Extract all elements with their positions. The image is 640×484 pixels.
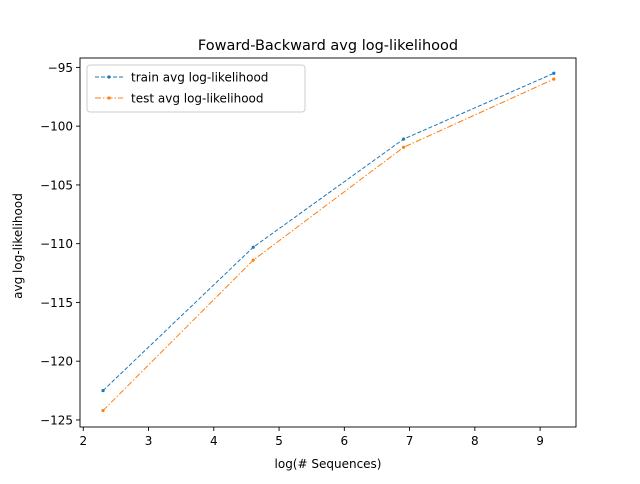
- x-axis-label: log(# Sequences): [275, 457, 382, 471]
- axes: 2 3 4 5 6 7 8 9 −125 −120 −115 −110 −105 −100 −95: [40, 57, 577, 448]
- data-point-series-2: [251, 258, 255, 262]
- x-tick-label: 8: [471, 434, 479, 448]
- data-point-series-1: [401, 137, 406, 141]
- x-tick-label: 6: [340, 434, 348, 448]
- data-point-series-1: [552, 71, 556, 75]
- data-point-series-1: [101, 388, 105, 393]
- legend-box: [86, 64, 306, 113]
- x-tick-label: 3: [145, 434, 153, 448]
- x-tick-label: 4: [210, 434, 218, 448]
- chart-title: Foward-Backward avg log-likelihood: [198, 38, 458, 54]
- legend-entry-label: test avg log-likelihood: [131, 92, 264, 106]
- y-tick-label: −125: [40, 413, 73, 427]
- plot-area: [101, 71, 556, 413]
- y-tick-label: −115: [40, 296, 73, 310]
- y-tick-label: −105: [40, 178, 73, 192]
- y-tick-label: −110: [40, 237, 73, 251]
- x-tick-label: 5: [275, 434, 283, 448]
- data-point-series-2: [101, 408, 105, 413]
- series-line-1: [102, 72, 555, 391]
- y-tick-label: −100: [40, 120, 73, 134]
- series-line-2: [102, 78, 555, 411]
- legend-swatch-marker: [107, 75, 111, 79]
- x-tick-label: 9: [536, 434, 544, 448]
- x-tick-label: 2: [79, 434, 87, 448]
- y-tick-label: −120: [40, 355, 73, 369]
- y-axis-label: avg log-likelihood: [11, 193, 25, 299]
- y-tick-label: −95: [48, 61, 73, 75]
- x-tick-label: 7: [406, 434, 414, 448]
- data-point-series-1: [251, 245, 255, 249]
- data-point-series-2: [401, 145, 406, 149]
- data-point-series-2: [552, 77, 556, 81]
- legend-swatch-marker: [107, 96, 111, 100]
- legend: train avg log-likelihood test avg log-lik…: [86, 64, 306, 113]
- legend-entry-label: train avg log-likelihood: [131, 71, 268, 85]
- plot-frame: [79, 57, 577, 428]
